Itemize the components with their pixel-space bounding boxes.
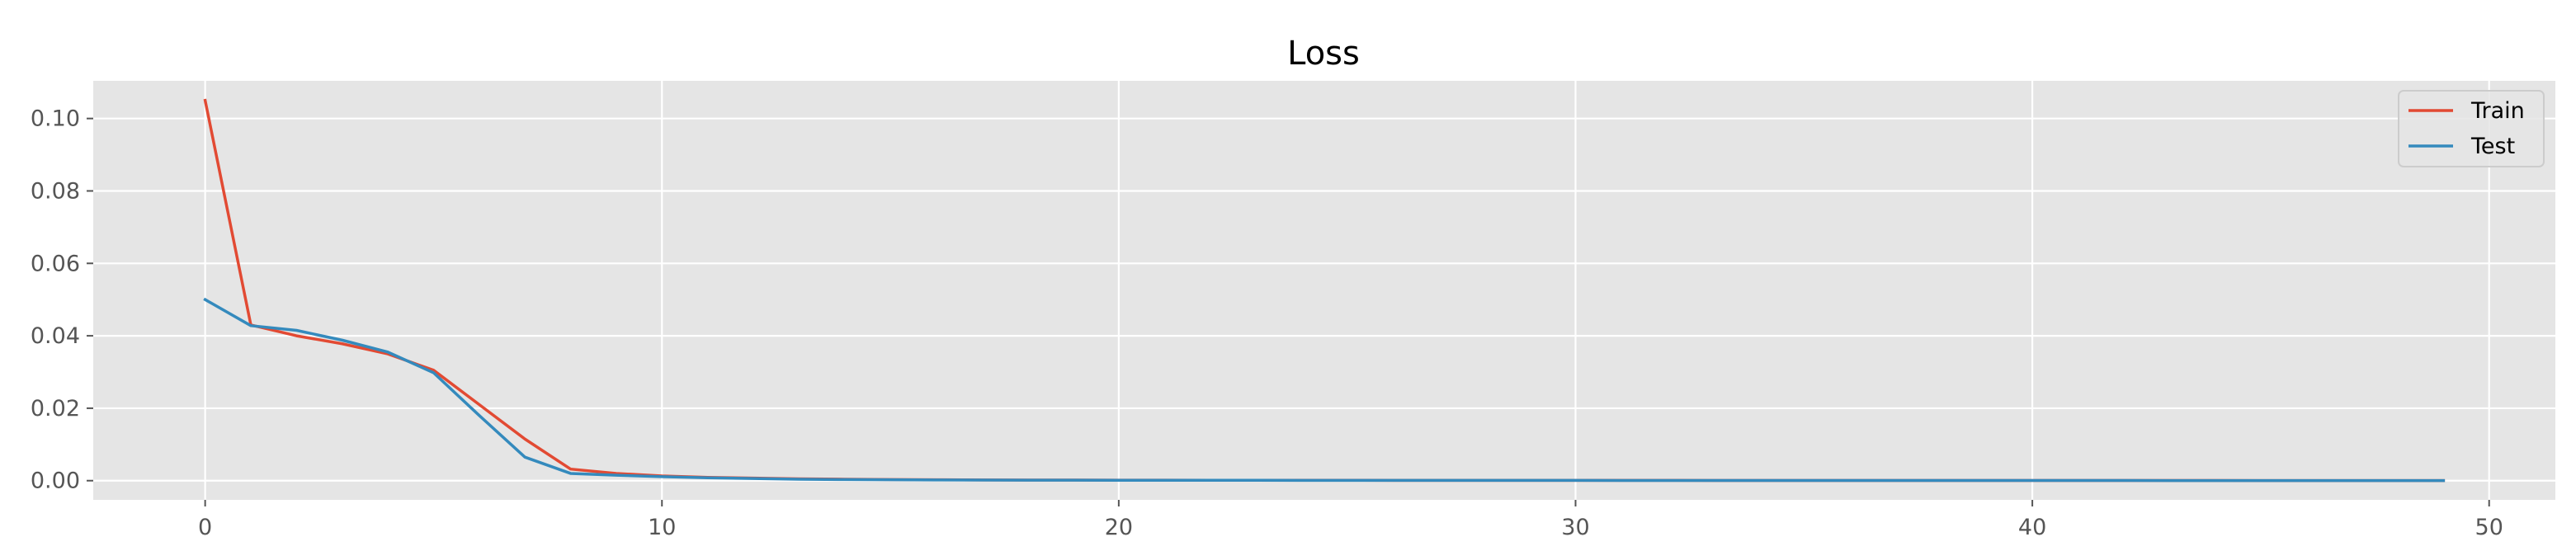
x-tick-label: 10 [648, 515, 676, 540]
y-tick-label: 0.06 [31, 251, 80, 276]
y-tick-label: 0.04 [31, 323, 80, 349]
x-tick-label: 20 [1105, 515, 1133, 540]
plot-background [93, 81, 2555, 500]
x-tick-label: 30 [1561, 515, 1589, 540]
chart-title: Loss [1287, 35, 1360, 73]
y-tick-label: 0.00 [31, 469, 80, 494]
legend-label-train: Train [2470, 98, 2525, 124]
y-tick-label: 0.08 [31, 178, 80, 204]
x-tick-label: 0 [198, 515, 212, 540]
plot-area-group: 0.00 0.02 0.04 0.06 0.08 0.10 0 10 20 30 40 50 Train… [31, 81, 2555, 540]
y-tick-label: 0.10 [31, 106, 80, 132]
y-tick-label: 0.02 [31, 396, 80, 421]
series-line-test [203, 297, 2446, 483]
x-tick-label: 50 [2475, 515, 2503, 540]
x-tick-label: 40 [2018, 515, 2046, 540]
legend-label-test: Test [2470, 134, 2515, 159]
